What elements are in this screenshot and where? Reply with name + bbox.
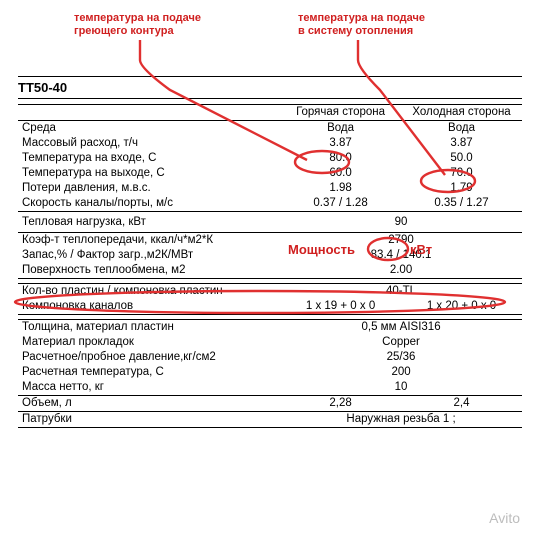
callout-right: температура на подаче в систему отоплени… [298, 12, 425, 38]
heat-load-row: Тепловая нагрузка, кВт90 [18, 211, 522, 232]
table-row: Скорость каналы/порты, м/с0.37 / 1.280.3… [18, 196, 522, 212]
table-row: ПатрубкиНаружная резьба 1 ; [18, 411, 522, 427]
table-row: Объем, л2,282,4 [18, 395, 522, 411]
table-row: Температура на выходе, С60.070.0 [18, 166, 522, 181]
table-row: Массовый расход, т/ч3.873.87 [18, 136, 522, 151]
model-code: TT50-40 [18, 76, 522, 99]
table-row: Запас,% / Фактор загр.,м2К/МВт83.4 / 140… [18, 248, 522, 263]
table-row: Кол-во пластин / компоновка пластин40-TL [18, 283, 522, 299]
header-cold: Холодная сторона [401, 104, 522, 120]
table-row: Расчетное/пробное давление,кг/см225/36 [18, 350, 522, 365]
callout-left: температура на подаче греющего контура [74, 12, 201, 38]
table-row: Расчетная температура, С200 [18, 365, 522, 380]
table-row: Компоновка каналов1 x 19 + 0 x 01 x 20 +… [18, 299, 522, 315]
table-row: Материал прокладокCopper [18, 335, 522, 350]
watermark: Avito [489, 510, 520, 526]
table-row: Потери давления, м.в.с.1.981.79 [18, 181, 522, 196]
table-row: Поверхность теплообмена, м22.00 [18, 263, 522, 279]
callout-right-l2: в систему отопления [298, 25, 413, 37]
spec-table: Горячая сторона Холодная сторона СредаВо… [18, 99, 522, 428]
table-row: Толщина, материал пластин0,5 мм AISI316 [18, 319, 522, 335]
table-row: Масса нетто, кг10 [18, 380, 522, 396]
table-row: СредаВодаВода [18, 120, 522, 136]
header-hot: Горячая сторона [280, 104, 401, 120]
power-label: Мощность [288, 242, 355, 257]
callout-left-l1: температура на подаче [74, 12, 201, 24]
callout-left-l2: греющего контура [74, 25, 174, 37]
power-unit: кВт [410, 242, 432, 257]
callout-right-l1: температура на подаче [298, 12, 425, 24]
table-row: Коэф-т теплопередачи, ккал/ч*м2*К2790 [18, 232, 522, 248]
heat-load-value: 90 [280, 211, 522, 232]
table-row: Температура на входе, С80.050.0 [18, 151, 522, 166]
